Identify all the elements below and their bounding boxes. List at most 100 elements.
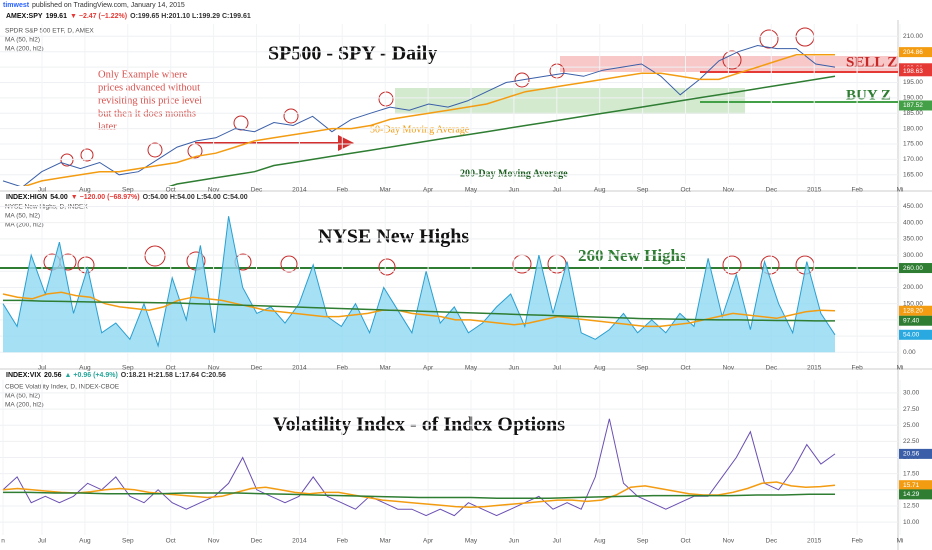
x-tick-label: Dec bbox=[251, 538, 263, 545]
header-change: ▼ −120.00 (−68.97%) bbox=[71, 194, 140, 201]
y-tick-label: 17.50 bbox=[903, 470, 920, 477]
header-change: ▼ −2.47 (−1.22%) bbox=[70, 13, 127, 20]
x-tick-label: Jun bbox=[509, 365, 520, 372]
x-tick-label: Aug bbox=[79, 365, 91, 372]
y-tick-label: 170.00 bbox=[903, 156, 923, 163]
price-badge bbox=[899, 100, 932, 111]
annotation: 50-Day Moving Average bbox=[370, 124, 470, 135]
author[interactable]: timwest bbox=[3, 2, 30, 9]
x-tick-label: Aug bbox=[79, 538, 91, 545]
header-last: 199.61 bbox=[46, 13, 68, 20]
x-tick-label: Dec bbox=[766, 365, 778, 372]
x-tick-label: May bbox=[465, 538, 478, 545]
price-badge bbox=[899, 329, 932, 340]
y-tick-label: 30.00 bbox=[903, 390, 920, 397]
y-tick-label: 190.00 bbox=[903, 95, 923, 102]
title: SP500 - SPY - Daily bbox=[268, 43, 437, 65]
symbol-header: INDEX:VIX 20.56 ▲ +0.96 (+4.9%) O:18.21 H:2… bbox=[6, 372, 226, 379]
series-line bbox=[2, 481, 836, 508]
sell-zone bbox=[560, 56, 898, 72]
series-line bbox=[168, 75, 836, 186]
plot bbox=[2, 216, 836, 353]
x-tick-label: Apr bbox=[423, 365, 434, 372]
header-symbol: AMEX:SPY bbox=[6, 13, 43, 20]
y-tick-label: 25.00 bbox=[903, 422, 920, 429]
plot bbox=[2, 44, 836, 186]
header-ohlc: O:54.00 H:54.00 L:54.00 C:54.00 bbox=[143, 194, 248, 201]
published: published on TradingView.com, January 14… bbox=[32, 2, 185, 9]
price-badge-label: 97.40 bbox=[903, 317, 920, 324]
x-tick-label: Mar bbox=[380, 538, 392, 545]
price-badge bbox=[899, 315, 932, 326]
x-tick-label: Apr bbox=[423, 187, 434, 194]
symbol-header: INDEX:HIGN 54.00 ▼ −120.00 (−68.97%) O:54.0… bbox=[6, 194, 248, 201]
price-badge-label: 54.00 bbox=[903, 332, 920, 339]
x-tick-label: 2014 bbox=[292, 187, 307, 194]
x-tick-label: 2015 bbox=[807, 538, 822, 545]
y-tick-label: 12.50 bbox=[903, 503, 920, 510]
price-badge bbox=[899, 489, 932, 500]
x-tick-label: Dec bbox=[766, 538, 778, 545]
x-tick-label: Sep bbox=[122, 187, 134, 194]
series-line bbox=[2, 291, 836, 328]
x-tick-label: 2014 bbox=[292, 365, 307, 372]
x-tick-label: 2015 bbox=[807, 365, 822, 372]
note: Only Example where prices advanced witho… bbox=[98, 69, 202, 132]
x-tick-label: Nov bbox=[208, 187, 220, 194]
header-last: 54.00 bbox=[50, 194, 68, 201]
note-line: revisiting this price level bbox=[98, 95, 202, 106]
y-tick-label: 185.00 bbox=[903, 110, 923, 117]
y-tick-label: 350.00 bbox=[903, 236, 923, 243]
price-badge bbox=[899, 66, 932, 77]
title: NYSE New Highs bbox=[318, 226, 469, 248]
x-tick-label: May bbox=[465, 365, 478, 372]
x-tick-label: Mar bbox=[380, 365, 392, 372]
x-tick-label: Feb bbox=[851, 187, 863, 194]
x-tick-label: Jul bbox=[38, 365, 47, 372]
x-tick-label: Mi bbox=[897, 538, 904, 545]
x-tick-label: Sep bbox=[637, 538, 649, 545]
legend-item: MA (200, hl2) bbox=[5, 46, 44, 53]
x-tick-label: Dec bbox=[766, 187, 778, 194]
x-tick-label: Apr bbox=[423, 538, 434, 545]
x-tick-label: Mi bbox=[897, 365, 904, 372]
x-tick-label: Nov bbox=[723, 187, 735, 194]
y-tick-label: 175.00 bbox=[903, 141, 923, 148]
note-line: but then it does months bbox=[98, 108, 196, 119]
price-badge bbox=[899, 305, 932, 316]
x-tick-label: Sep bbox=[122, 365, 134, 372]
x-tick-label: Feb bbox=[337, 365, 349, 372]
y-tick-label: 180.00 bbox=[903, 125, 923, 132]
legend-item: NYSE New Highs, D, INDEX bbox=[5, 204, 88, 211]
x-tick-label: Jul bbox=[553, 365, 562, 372]
price-badge-label: 198.63 bbox=[903, 68, 923, 75]
price-badge bbox=[899, 263, 932, 274]
x-tick-label: Mar bbox=[380, 187, 392, 194]
series-line bbox=[2, 44, 836, 186]
legend-item: MA (200, hl2) bbox=[5, 402, 44, 409]
x-tick-label: n bbox=[1, 538, 5, 545]
price-badge-label: 260.00 bbox=[903, 265, 923, 272]
header-ohlc: O:18.21 H:21.58 L:17.64 C:20.56 bbox=[121, 372, 226, 379]
header-symbol: INDEX:VIX bbox=[6, 372, 41, 379]
x-tick-label: Jul bbox=[38, 538, 47, 545]
x-tick-label: Jun bbox=[509, 538, 520, 545]
y-tick-label: 22.50 bbox=[903, 438, 920, 445]
y-tick-label: 150.00 bbox=[903, 300, 923, 307]
x-tick-label: Oct bbox=[680, 187, 690, 194]
x-tick-label: Sep bbox=[122, 538, 134, 545]
legend-item: SPDR S&P 500 ETF, D, AMEX bbox=[5, 28, 94, 35]
x-tick-label: May bbox=[465, 187, 478, 194]
header-symbol: INDEX:HIGN bbox=[6, 194, 47, 201]
x-tick-label: Oct bbox=[680, 538, 690, 545]
x-tick-label: Sep bbox=[637, 365, 649, 372]
x-tick-label: Feb bbox=[337, 187, 349, 194]
price-badge bbox=[899, 47, 932, 58]
price-badge bbox=[899, 480, 932, 491]
symbol-header: AMEX:SPY 199.61 ▼ −2.47 (−1.22%) O:199.65 H… bbox=[6, 13, 251, 20]
x-tick-label: Jul bbox=[553, 538, 562, 545]
y-tick-label: 0.00 bbox=[903, 349, 916, 356]
x-tick-label: Nov bbox=[208, 538, 220, 545]
y-tick-label: 10.00 bbox=[903, 519, 920, 526]
